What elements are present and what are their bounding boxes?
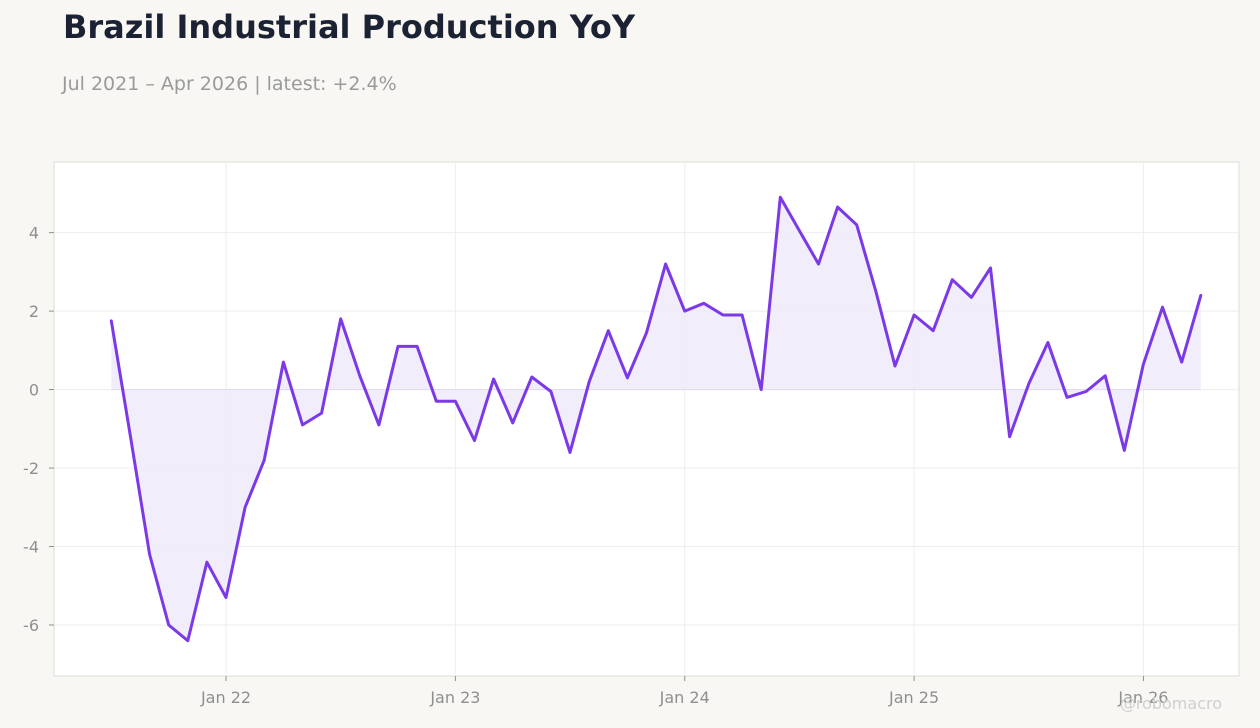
data-point: [530, 376, 533, 379]
series-line: [109, 195, 1203, 643]
data-point: [416, 345, 419, 348]
data-point: [1161, 306, 1164, 309]
watermark: @robomacro: [1119, 694, 1222, 713]
data-point: [798, 229, 801, 232]
data-point: [435, 400, 438, 403]
x-tick-label: Jan 23: [429, 688, 480, 707]
data-point: [129, 435, 132, 438]
x-tick-label: Jan 26: [1117, 688, 1168, 707]
data-point: [110, 319, 113, 322]
data-point: [569, 451, 572, 454]
data-point: [683, 310, 686, 313]
y-tick-label: -6: [23, 616, 39, 635]
data-point: [855, 223, 858, 226]
data-point: [951, 278, 954, 281]
data-point: [626, 376, 629, 379]
chart-title: Brazil Industrial Production YoY: [63, 8, 636, 46]
y-tick-label: 4: [29, 224, 39, 243]
data-point: [645, 331, 648, 334]
data-point: [779, 196, 782, 199]
data-point: [607, 329, 610, 332]
data-point: [932, 329, 935, 332]
data-point: [339, 317, 342, 320]
chart-subtitle: Jul 2021 – Apr 2026 | latest: +2.4%: [62, 73, 397, 95]
data-point: [263, 459, 266, 462]
data-point: [167, 624, 170, 627]
data-point: [989, 266, 992, 269]
data-point: [377, 423, 380, 426]
data-point: [1104, 374, 1107, 377]
data-point: [702, 302, 705, 305]
data-point: [186, 639, 189, 642]
data-point: [549, 390, 552, 393]
data-point: [836, 206, 839, 209]
data-point: [301, 423, 304, 426]
data-point: [454, 400, 457, 403]
data-point: [225, 596, 228, 599]
data-point: [1142, 363, 1145, 366]
data-point: [970, 296, 973, 299]
x-tick-label: Jan 25: [888, 688, 939, 707]
y-tick-label: 0: [29, 381, 39, 400]
y-axis-ticks: -6 -4 -2 0 2 4: [23, 224, 54, 635]
data-point: [894, 365, 897, 368]
data-point: [282, 361, 285, 364]
y-tick-label: -4: [23, 538, 39, 557]
data-point: [511, 421, 514, 424]
data-point: [397, 345, 400, 348]
data-point: [588, 380, 591, 383]
data-point: [1180, 361, 1183, 364]
data-point: [1085, 390, 1088, 393]
data-point: [1066, 396, 1069, 399]
data-point: [244, 506, 247, 509]
data-point: [1008, 435, 1011, 438]
data-point: [874, 290, 877, 293]
data-point: [913, 314, 916, 317]
data-point: [1046, 341, 1049, 344]
data-point: [1199, 294, 1202, 297]
data-point: [741, 314, 744, 317]
data-point: [664, 263, 667, 266]
data-point: [1027, 382, 1030, 385]
data-point: [1123, 449, 1126, 452]
y-tick-label: 2: [29, 302, 39, 321]
data-point: [473, 439, 476, 442]
x-axis-ticks: Jan 22 Jan 23 Jan 24 Jan 25 Jan 26: [200, 676, 1168, 707]
x-tick-label: Jan 24: [659, 688, 710, 707]
data-point: [817, 263, 820, 266]
data-point: [492, 378, 495, 381]
x-tick-label: Jan 22: [200, 688, 251, 707]
data-point: [760, 388, 763, 391]
data-point: [205, 561, 208, 564]
data-point: [358, 374, 361, 377]
y-tick-label: -2: [23, 459, 39, 478]
data-point: [722, 314, 725, 317]
data-point: [148, 553, 151, 556]
data-point: [320, 412, 323, 415]
